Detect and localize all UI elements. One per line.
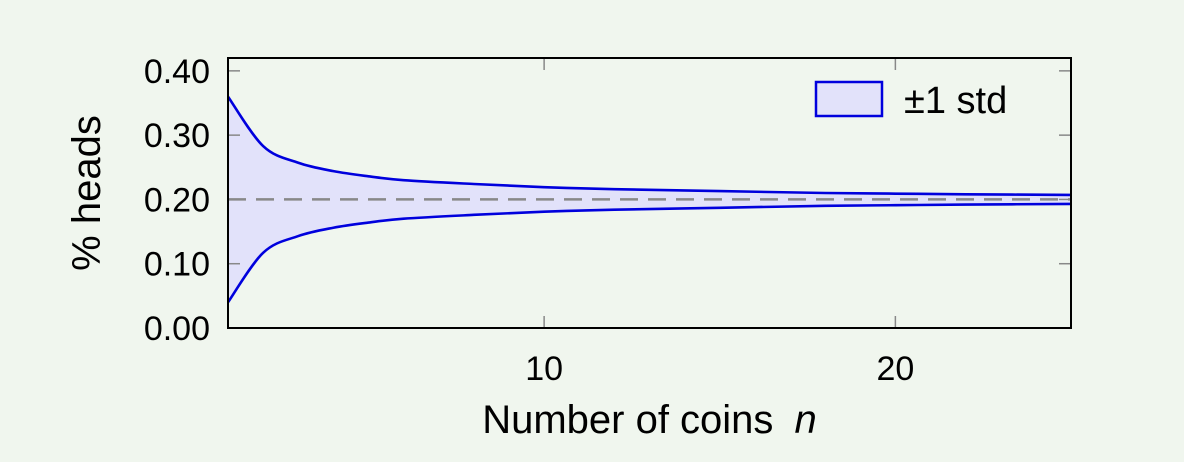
y-tick-label: 0.40 <box>144 53 210 91</box>
x-axis-label-variable: n <box>795 398 817 442</box>
y-axis-label: % heads <box>65 115 109 271</box>
x-tick-label: 10 <box>525 350 563 388</box>
legend-swatch <box>814 80 884 118</box>
y-tick-label: 0.20 <box>144 181 210 219</box>
x-tick-labels: 10 20 <box>525 350 914 388</box>
y-tick-labels: 0.00 0.10 0.20 0.30 0.40 <box>144 53 210 348</box>
legend: ±1 std <box>814 80 1007 122</box>
legend-label: ±1 std <box>904 80 1007 122</box>
lower-std-line <box>226 202 1072 304</box>
y-tick-label: 0.10 <box>144 246 210 284</box>
y-tick-label: 0.30 <box>144 117 210 155</box>
y-tick-label: 0.00 <box>144 310 210 348</box>
x-tick-label: 20 <box>876 350 914 388</box>
upper-std-line <box>226 95 1072 197</box>
x-axis-label: Number of coins <box>482 398 773 442</box>
plot-frame <box>227 57 1072 329</box>
x-axis-label-group: Number of coins n <box>482 398 817 442</box>
